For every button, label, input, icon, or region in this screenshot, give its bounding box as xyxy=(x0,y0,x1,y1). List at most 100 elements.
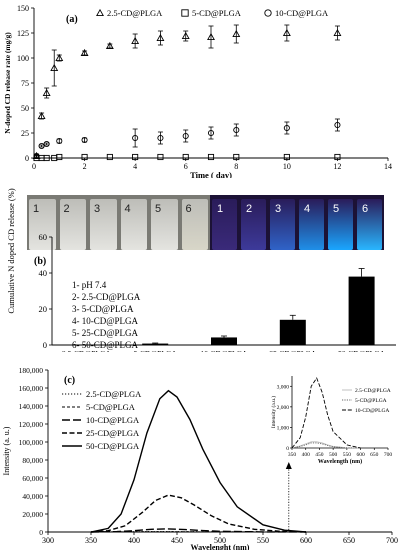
panel-label: (c) xyxy=(64,375,75,386)
data-point xyxy=(182,153,189,161)
panel-label: (a) xyxy=(66,14,78,25)
y-tick-label: 100,000 xyxy=(19,438,44,447)
y-tick-label: 0 xyxy=(39,528,43,537)
vial-number: 6 xyxy=(185,203,192,215)
data-point xyxy=(157,134,164,142)
inset-x-tick-label: 550 xyxy=(343,452,352,458)
vial-photo-daylight: 1 2 3 4 5 6 xyxy=(27,195,210,250)
vial-number: 4 xyxy=(304,203,311,215)
vial-number: 6 xyxy=(362,203,369,215)
inset-x-tick-label: 600 xyxy=(356,452,365,458)
x-tick-label: 25-CD@PLGA xyxy=(269,349,316,352)
data-point xyxy=(105,41,114,50)
y-tick-label: 100 xyxy=(17,54,29,63)
data-point xyxy=(182,132,189,140)
y-tick-label: 0 xyxy=(43,340,47,350)
inset-x-tick-label: 350 xyxy=(288,452,297,458)
x-tick-label: 650 xyxy=(343,536,355,545)
inset-x-tick-label: 450 xyxy=(315,452,324,458)
legend-label: 10-CD@PLGA xyxy=(86,415,140,425)
data-point xyxy=(233,153,240,161)
x-tick-label: 50-CD@PLGA xyxy=(338,349,385,352)
vial-uv: 5 xyxy=(328,199,353,250)
vial-key-line: 6- 50-CD@PLGA xyxy=(72,340,139,350)
x-tick-label: 0 xyxy=(32,162,36,171)
inset-y-tick-label: 1,000 xyxy=(277,425,290,431)
bar xyxy=(211,337,237,345)
y-tick-label: 0 xyxy=(25,154,29,163)
inset-x-tick-label: 400 xyxy=(302,452,311,458)
vial-uv: 2 xyxy=(241,199,266,250)
x-tick-label: 550 xyxy=(257,536,269,545)
y-tick-label: 140,000 xyxy=(19,402,44,411)
y-axis-label: N-doped CD release rate (mg/g) xyxy=(3,32,12,134)
inset-y-axis-label: Intensity (a.u.) xyxy=(270,396,277,428)
vial-number: 2 xyxy=(246,203,253,215)
data-point xyxy=(207,129,215,137)
data-point xyxy=(56,137,63,145)
vial-daylight: 3 xyxy=(90,199,117,250)
legend-label: 2.5-CD@PLGA xyxy=(86,389,142,399)
vial-number: 2 xyxy=(63,203,70,215)
x-tick-label: 300 xyxy=(42,536,54,545)
inset-y-tick-label: 0 xyxy=(286,446,289,452)
inset-y-tick-label: 2,000 xyxy=(277,405,290,411)
data-point xyxy=(132,134,139,142)
y-tick-label: 125 xyxy=(17,29,29,38)
data-point xyxy=(81,153,88,161)
inset-y-tick-label: 3,000 xyxy=(277,384,290,390)
inset-series-line xyxy=(291,442,361,449)
y-tick-label: 160,000 xyxy=(19,384,44,393)
data-point xyxy=(43,140,50,148)
y-tick-label: 60 xyxy=(39,232,48,242)
x-tick-label: 14 xyxy=(384,162,392,171)
x-tick-label: 350 xyxy=(85,536,97,545)
inset-x-tick-label: 650 xyxy=(370,452,379,458)
legend-label: 5-CD@PLGA xyxy=(86,402,136,412)
y-tick-label: 180,000 xyxy=(19,366,44,375)
data-point xyxy=(207,32,215,41)
inset-x-axis-label: Wavelength (nm) xyxy=(318,458,362,465)
vial-uv: 6 xyxy=(357,199,382,250)
x-tick-label: 2 xyxy=(83,162,87,171)
inset-legend-label: 10-CD@PLGA xyxy=(355,408,389,414)
vial-daylight: 4 xyxy=(120,199,147,250)
legend-marker xyxy=(96,8,104,17)
vial-key-line: 4- 10-CD@PLGA xyxy=(72,316,139,326)
panel-a-chart: 0 25 50 75 100 125 150 0 2 4 6 8 10 12 14 Time ( day) N-… xyxy=(3,4,392,178)
inset-series-line xyxy=(291,377,361,449)
vial-key-line: 5- 25-CD@PLGA xyxy=(72,328,139,338)
panel-b-chart: 0 20 40 60 Cumulative N doped CD release (%)… xyxy=(6,188,396,352)
data-point xyxy=(283,124,290,132)
x-tick-label: 5-CD@PLGA xyxy=(134,349,178,352)
vial-daylight: 5 xyxy=(151,199,178,250)
x-tick-label: 12 xyxy=(333,162,341,171)
data-point xyxy=(55,53,64,62)
y-tick-label: 75 xyxy=(21,79,29,88)
y-axis-label: Cumulative N doped CD release (%) xyxy=(6,188,16,314)
bar xyxy=(142,343,169,345)
x-tick-label: 6 xyxy=(184,162,188,171)
inset-arrowhead xyxy=(285,462,292,469)
y-tick-label: 80,000 xyxy=(22,456,43,465)
data-point xyxy=(43,154,50,162)
data-point xyxy=(56,153,63,161)
legend-marker xyxy=(264,9,272,17)
data-point xyxy=(334,153,341,161)
vial-number: 4 xyxy=(124,203,131,215)
vial-uv: 4 xyxy=(299,199,324,250)
data-point xyxy=(81,136,88,144)
x-tick-label: 8 xyxy=(234,162,238,171)
data-point xyxy=(33,152,40,160)
x-tick-label: 600 xyxy=(300,536,312,545)
x-axis-label: Time ( day) xyxy=(190,170,232,178)
legend-label: 5-CD@PLGA xyxy=(192,8,242,18)
vial-key-line: 2- 2.5-CD@PLGA xyxy=(72,292,141,302)
series-line xyxy=(90,389,307,533)
data-point xyxy=(233,126,240,134)
legend-label: 25-CD@PLGA xyxy=(86,428,140,438)
x-tick-label: 10 xyxy=(283,162,291,171)
y-tick-label: 40 xyxy=(39,268,48,278)
legend-marker xyxy=(181,9,189,17)
